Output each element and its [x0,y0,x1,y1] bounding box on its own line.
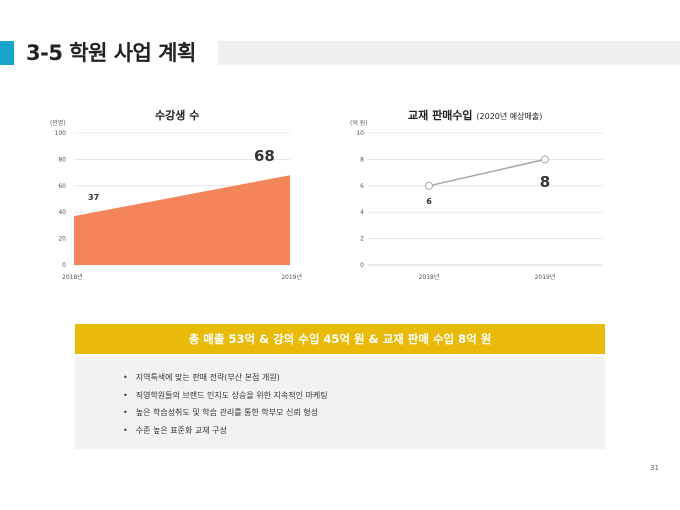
bullet-item: 수준 높은 표준화 교재 구성 [133,422,605,440]
chart2-subtitle: (2020년 예상매출) [476,112,543,121]
chart2-point-2019년 [541,155,549,164]
revenue-summary-banner: 총 매출 53억 & 강의 수입 45억 원 & 교재 판매 수입 8억 원 [75,324,605,354]
title-accent-bar [0,41,14,65]
chart1-data-label-2018: 37 [88,193,99,202]
chart1-area-series [74,175,290,265]
title-band [218,41,680,65]
chart2-line-chart: 0 2 4 6 8 10 2018년 2019년 6 8 [356,130,603,281]
chart2-unit-label: (억 원) [350,120,368,127]
chart2-x-tick: 2018년 [419,273,440,281]
page-title: 3-5 학원 사업 계획 [26,41,196,65]
chart2-title-text: 교재 판매수입 [408,109,473,122]
chart2-y-tick: 8 [360,156,364,163]
chart1-y-tick: 60 [58,183,66,190]
chart2-y-tick: 6 [360,183,364,190]
chart2-data-label-2018: 6 [426,197,432,206]
chart2-title: 교재 판매수입 (2020년 예상매출) [408,107,542,123]
chart1-y-tick: 20 [58,236,66,243]
chart1-unit-label: (만명) [50,120,66,127]
strategy-bullets-box: 지역특색에 맞는 판매 전략(부산 본점 개원) 직영학원들의 브랜드 인지도 … [75,357,605,449]
strategy-bullet-list: 지역특색에 맞는 판매 전략(부산 본점 개원) 직영학원들의 브랜드 인지도 … [75,357,605,439]
chart2-point-2018년 [425,181,433,190]
chart1-y-tick: 100 [55,130,67,137]
chart2-x-tick: 2019년 [535,273,556,281]
chart2-y-tick: 4 [360,209,364,216]
chart1-y-tick: 40 [58,209,66,216]
chart1-data-label-2019: 68 [254,147,275,165]
chart1-y-tick: 80 [58,156,66,163]
chart1-area-chart: 0 20 40 60 80 100 2018년 2019년 37 68 [55,130,302,281]
bullet-item: 지역특색에 맞는 판매 전략(부산 본점 개원) [133,369,605,387]
chart2-data-label-2019: 8 [540,173,550,191]
bullet-item: 직영학원들의 브랜드 인지도 상승을 위한 지속적인 마케팅 [133,387,605,405]
bullet-item: 높은 학습성취도 및 학습 관리를 통한 학부모 신뢰 형성 [133,404,605,422]
chart2-y-tick: 0 [360,262,364,269]
chart1-x-tick: 2019년 [281,273,302,281]
chart1-title: 수강생 수 [155,109,200,122]
chart2-y-tick: 2 [360,236,364,243]
chart1-y-tick: 0 [62,262,66,269]
chart2-line-series [428,158,546,187]
chart1-x-tick: 2018년 [62,273,83,281]
page-number: 31 [650,464,659,472]
chart2-y-tick: 10 [356,130,364,137]
